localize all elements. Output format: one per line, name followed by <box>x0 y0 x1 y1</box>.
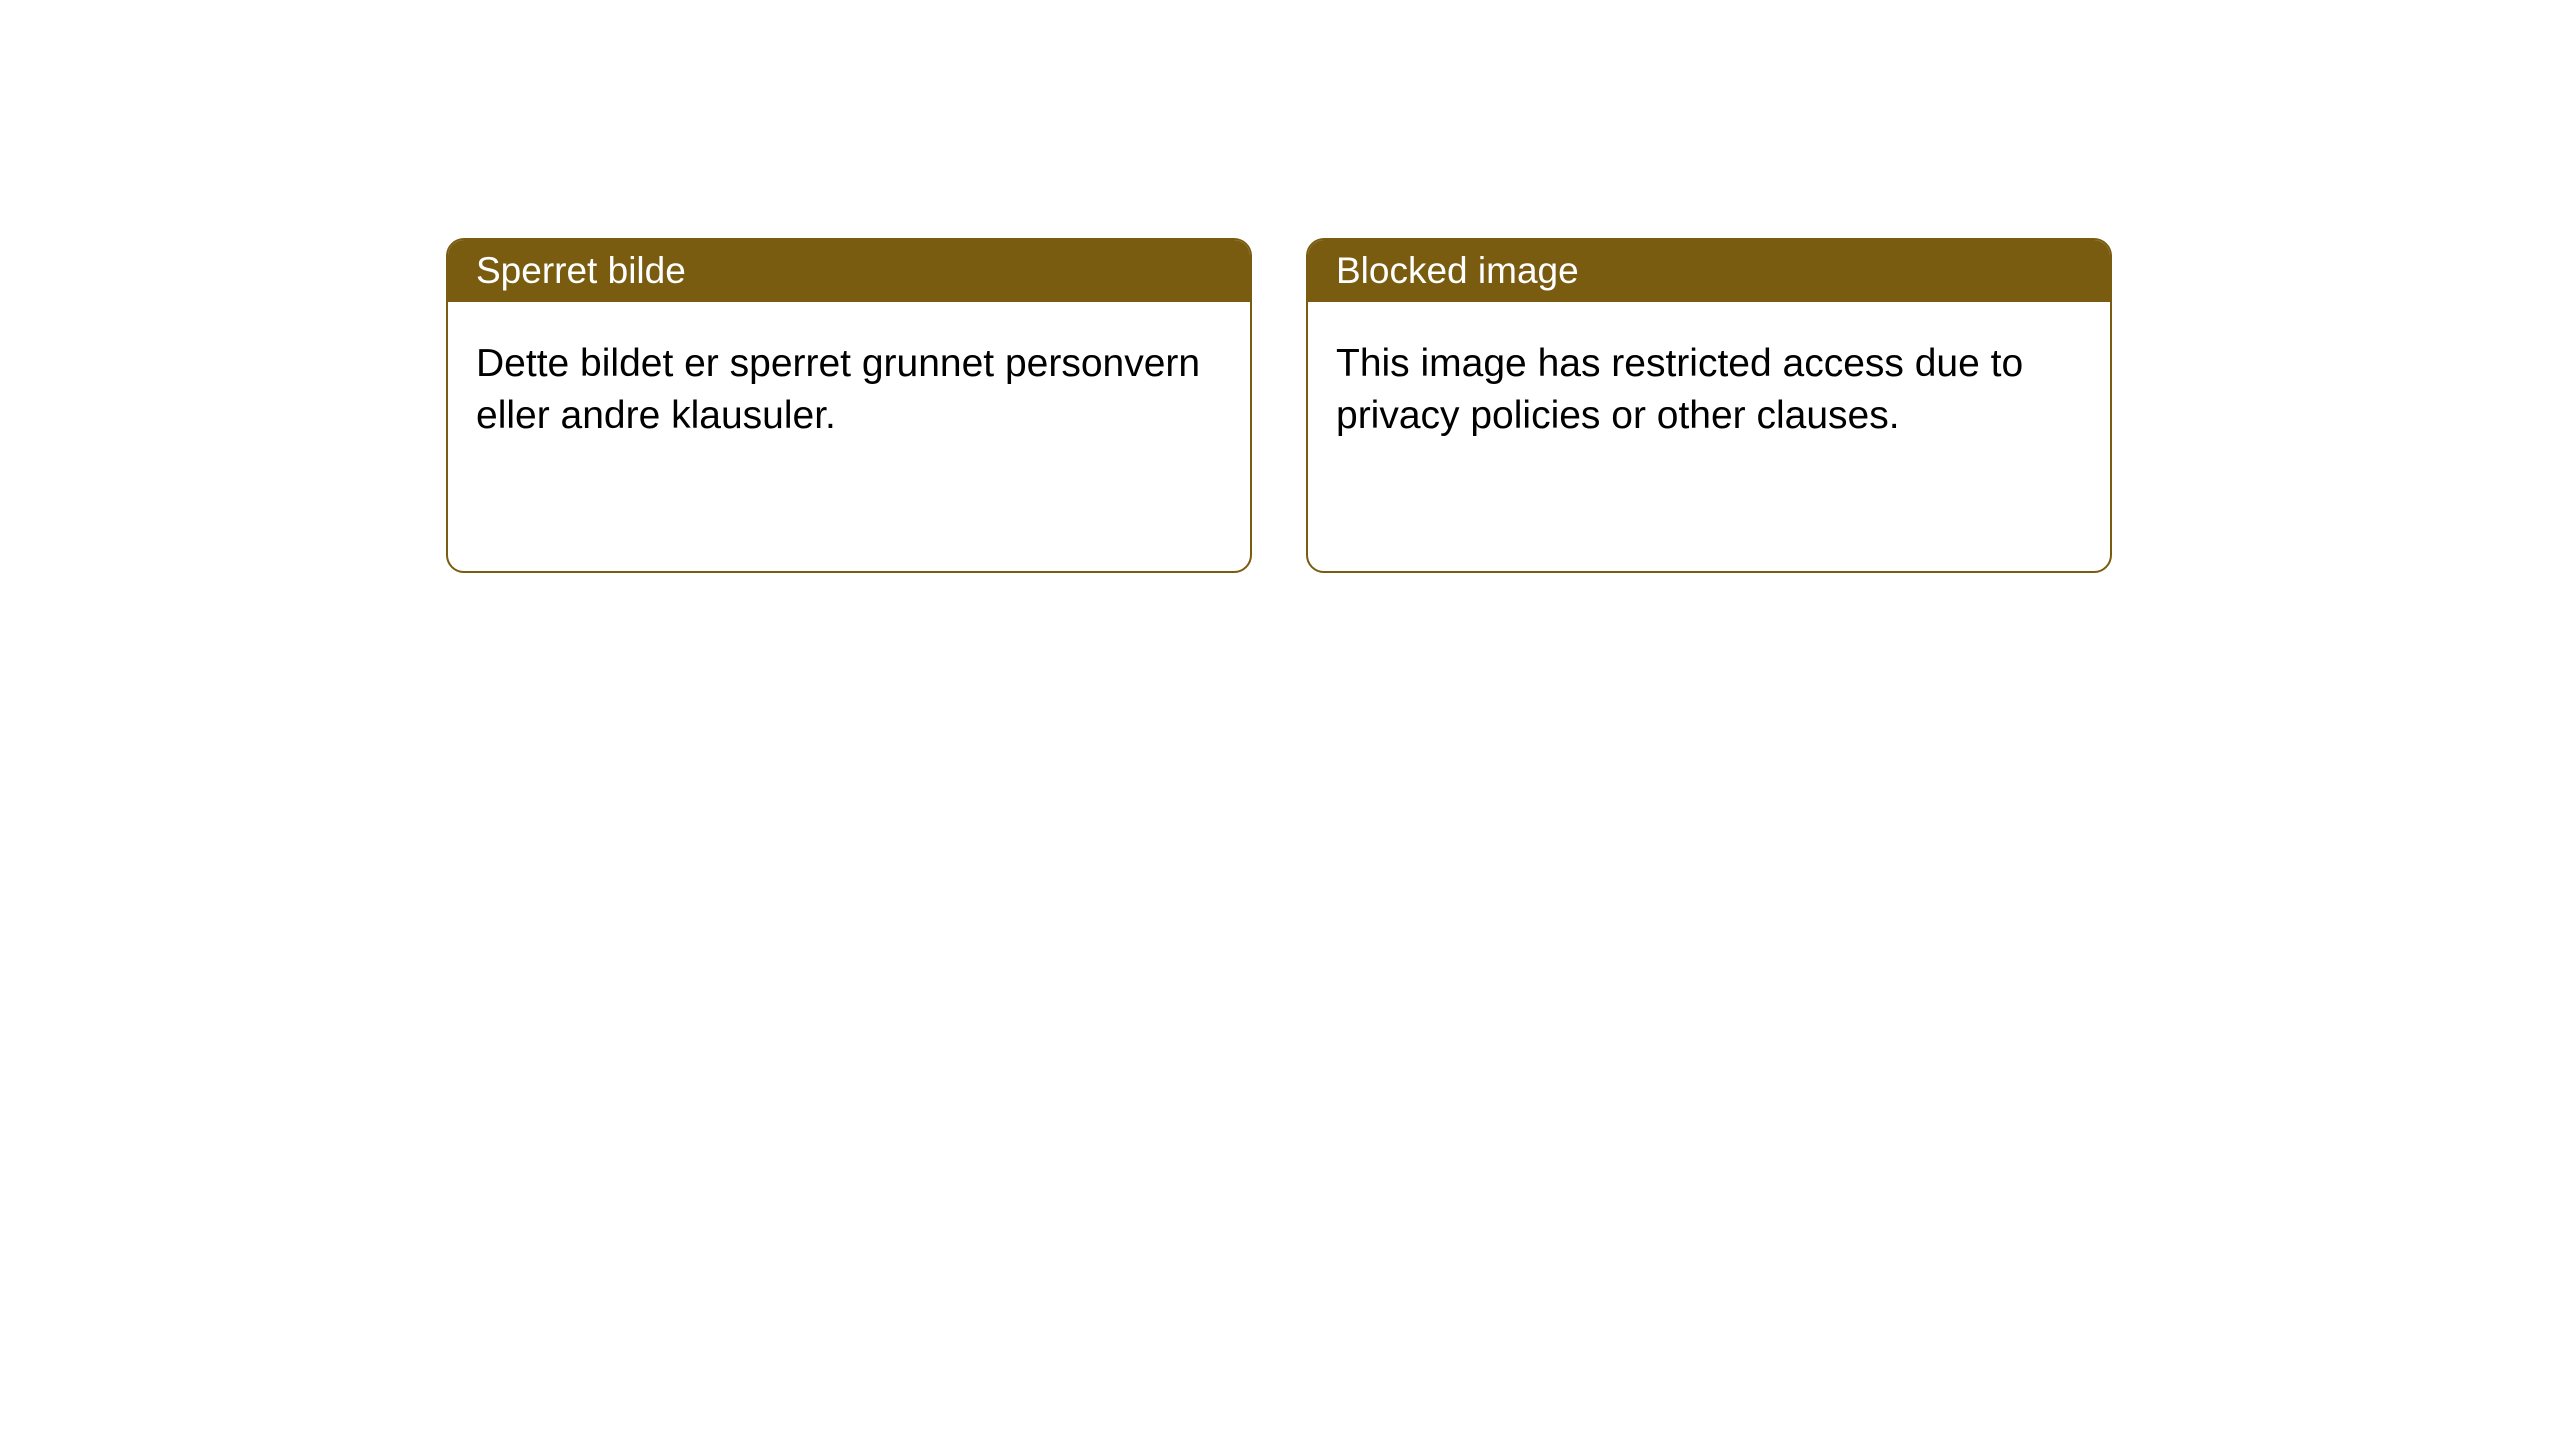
card-header: Sperret bilde <box>448 240 1250 302</box>
card-body: Dette bildet er sperret grunnet personve… <box>448 302 1250 478</box>
blocked-image-card-en: Blocked image This image has restricted … <box>1306 238 2112 573</box>
card-message: Dette bildet er sperret grunnet personve… <box>476 342 1200 437</box>
cards-container: Sperret bilde Dette bildet er sperret gr… <box>0 0 2560 573</box>
card-message: This image has restricted access due to … <box>1336 342 2023 437</box>
card-title: Blocked image <box>1336 250 1579 291</box>
card-header: Blocked image <box>1308 240 2110 302</box>
card-body: This image has restricted access due to … <box>1308 302 2110 478</box>
card-title: Sperret bilde <box>476 250 686 291</box>
blocked-image-card-no: Sperret bilde Dette bildet er sperret gr… <box>446 238 1252 573</box>
